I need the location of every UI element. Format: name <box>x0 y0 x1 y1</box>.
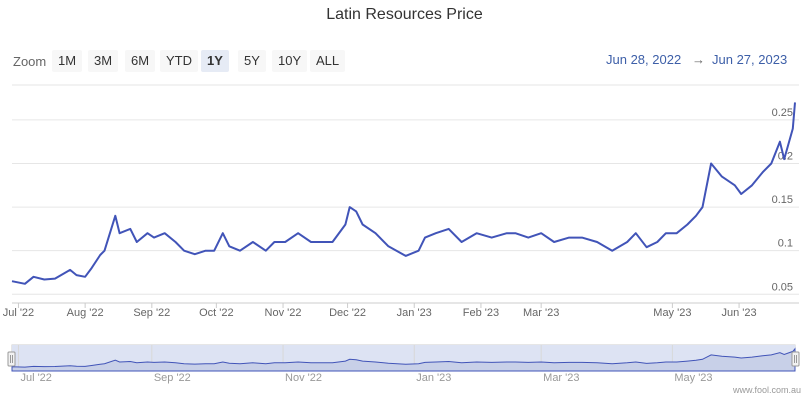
x-tick-label: Jun '23 <box>722 307 757 319</box>
range-from-date[interactable]: Jun 28, 2022 <box>606 52 682 67</box>
x-tick-label: Sep '22 <box>133 307 170 319</box>
navigator[interactable]: Jul '22 Sep '22 Nov '22 Jan '23 Mar '23 May '… <box>7 344 800 384</box>
zoom-ytd-button[interactable]: YTD <box>160 50 198 72</box>
y-tick-label: 0.05 <box>772 281 793 293</box>
zoom-3m-button[interactable]: 3M <box>88 50 119 72</box>
range-to-date[interactable]: Jun 27, 2023 <box>712 52 788 67</box>
y-tick-label: 0.25 <box>772 107 793 119</box>
zoom-1y-button[interactable]: 1Y <box>201 50 229 72</box>
x-tick-label: Aug '22 <box>67 307 104 319</box>
x-tick-label: Jul '22 <box>3 307 34 319</box>
x-tick-label: May '23 <box>653 307 691 319</box>
chart-title: Latin Resources Price <box>326 6 483 23</box>
navigator-label: May '23 <box>674 372 712 384</box>
x-axis-labels: Jul '22 Aug '22 Sep '22 Oct '22 Nov '22 Dec '… <box>3 303 757 319</box>
navigator-label: Jul '22 <box>20 372 51 384</box>
x-tick-label: Nov '22 <box>265 307 302 319</box>
navigator-label: Mar '23 <box>543 372 579 384</box>
x-tick-label: Mar '23 <box>523 307 559 319</box>
grid-lines <box>12 84 799 295</box>
navigator-labels: Jul '22 Sep '22 Nov '22 Jan '23 Mar '23 May '… <box>20 372 712 384</box>
x-tick-label: Oct '22 <box>199 307 234 319</box>
y-tick-label: 0.1 <box>778 238 793 250</box>
x-tick-label: Jan '23 <box>397 307 432 319</box>
navigator-series-area <box>11 347 796 372</box>
zoom-5y-button[interactable]: 5Y <box>238 50 266 72</box>
navigator-label: Nov '22 <box>285 372 322 384</box>
y-axis-labels: 0.050.10.150.20.25 <box>772 107 793 293</box>
zoom-1m-button[interactable]: 1M <box>52 50 83 72</box>
range-arrow: → <box>692 52 705 67</box>
credit-link[interactable]: www.fool.com.au <box>732 385 801 395</box>
y-tick-label: 0.15 <box>772 194 793 206</box>
x-tick-label: Dec '22 <box>329 307 366 319</box>
navigator-label: Sep '22 <box>154 372 191 384</box>
zoom-10y-button[interactable]: 10Y <box>272 50 308 72</box>
zoom-6m-button[interactable]: 6M <box>125 50 156 72</box>
navigator-right-handle[interactable] <box>791 351 800 367</box>
x-tick-label: Feb '23 <box>463 307 499 319</box>
navigator-left-handle[interactable] <box>7 351 16 367</box>
price-series-line <box>11 102 796 285</box>
navigator-label: Jan '23 <box>416 372 451 384</box>
zoom-all-button[interactable]: ALL <box>310 50 346 72</box>
zoom-label: Zoom <box>13 54 47 69</box>
